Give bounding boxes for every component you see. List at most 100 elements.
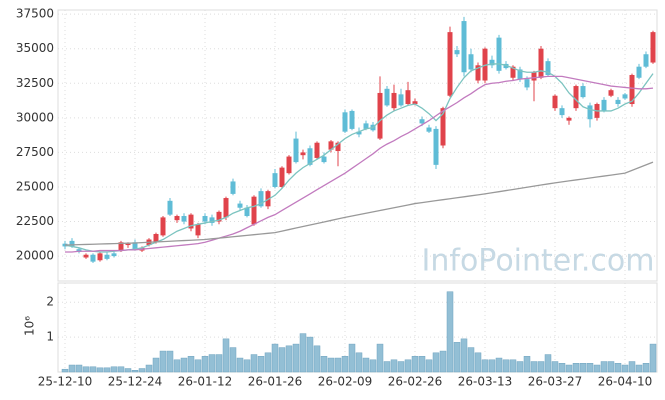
- candle-body: [552, 95, 558, 109]
- y-tick-label: 32500: [16, 76, 54, 90]
- volume-bar: [194, 359, 202, 373]
- candle-body: [188, 214, 194, 229]
- candle-body: [279, 167, 285, 187]
- y-tick-label: 20000: [16, 249, 54, 263]
- candle-body: [118, 242, 124, 251]
- candle-body: [153, 233, 159, 243]
- y-tick-label: 27500: [16, 145, 54, 159]
- volume-bar: [544, 354, 552, 373]
- candle-body: [419, 119, 425, 124]
- volume-bar: [208, 354, 216, 373]
- x-tick-label: 26-01-12: [178, 375, 232, 389]
- candle-body: [615, 99, 621, 105]
- volume-bar: [355, 352, 363, 373]
- volume-bar: [166, 350, 174, 373]
- volume-bar: [159, 350, 167, 373]
- volume-bar: [614, 363, 622, 373]
- candle-body: [97, 253, 103, 261]
- candle-body: [174, 216, 180, 221]
- x-tick-label: 26-01-26: [248, 375, 302, 389]
- volume-bar: [201, 356, 209, 373]
- candle-body: [384, 88, 390, 106]
- volume-bar: [565, 364, 573, 373]
- volume-bar: [376, 343, 384, 373]
- moving-average-line: [64, 161, 654, 246]
- volume-bar: [348, 343, 356, 373]
- candle-body: [132, 242, 138, 250]
- y-tick-label: 25000: [16, 179, 54, 193]
- volume-bar: [334, 357, 342, 373]
- volume-bar: [173, 359, 181, 373]
- candle-body: [587, 105, 593, 120]
- candle-body: [531, 72, 537, 81]
- volume-bar: [460, 338, 468, 373]
- candle-body: [223, 198, 229, 218]
- candle-body: [195, 224, 201, 236]
- volume-bar: [117, 366, 125, 373]
- candle-body: [622, 94, 628, 99]
- candle-body: [328, 141, 334, 150]
- candle-body: [335, 142, 341, 152]
- volume-bar: [327, 357, 335, 373]
- candle-body: [356, 131, 362, 135]
- volume-bar: [82, 366, 90, 373]
- volume-bar: [187, 356, 195, 373]
- x-tick-label: 26-03-13: [458, 375, 512, 389]
- volume-bar: [75, 364, 83, 373]
- candle-body: [468, 54, 474, 70]
- volume-bar: [103, 367, 111, 373]
- volume-bar: [250, 354, 258, 373]
- volume-bar: [257, 356, 265, 373]
- x-tick-label: 26-02-09: [318, 375, 372, 389]
- volume-bar: [607, 361, 615, 373]
- candle-body: [363, 123, 369, 129]
- volume-bar: [89, 366, 97, 373]
- x-tick-label: 26-02-26: [388, 375, 442, 389]
- candle-body: [125, 243, 131, 246]
- candle-body: [104, 254, 110, 259]
- candle-body: [342, 112, 348, 132]
- candle-body: [629, 74, 635, 105]
- candle-body: [160, 217, 166, 236]
- volume-bar: [649, 343, 657, 373]
- candle-body: [377, 92, 383, 139]
- candle-body: [475, 65, 481, 81]
- candle-body: [251, 196, 257, 225]
- candle-body: [83, 254, 89, 258]
- volume-bar: [621, 364, 629, 373]
- candle-body: [545, 61, 551, 75]
- candle-body: [69, 240, 75, 247]
- candle-body: [216, 211, 222, 222]
- x-tick-label: 25-12-10: [38, 375, 92, 389]
- volume-bar: [341, 356, 349, 373]
- y-axis-label: 10⁶: [23, 316, 37, 336]
- candle-body: [608, 90, 614, 96]
- candle-body: [300, 152, 306, 156]
- volume-bar: [516, 361, 524, 373]
- volume-bar: [362, 357, 370, 373]
- volume-bar: [299, 333, 307, 373]
- candle-body: [405, 90, 411, 105]
- volume-bar: [61, 368, 69, 373]
- candle-body: [426, 127, 432, 132]
- volume-bar: [523, 356, 531, 373]
- candle-body: [90, 254, 96, 262]
- candle-body: [559, 108, 565, 116]
- candle-body: [524, 79, 530, 88]
- volume-bar: [586, 363, 594, 373]
- volume-bar: [509, 359, 517, 373]
- candle-body: [314, 142, 320, 158]
- volume-bar: [474, 352, 482, 373]
- candle-body: [461, 21, 467, 73]
- candle-body: [412, 101, 418, 105]
- volume-bar: [131, 370, 139, 373]
- volume-bar: [635, 364, 643, 373]
- candle-body: [398, 94, 404, 106]
- volume-bar: [306, 336, 314, 373]
- candle-body: [349, 110, 355, 129]
- volume-bar: [418, 356, 426, 373]
- candle-body: [510, 66, 516, 78]
- candle-body: [111, 253, 117, 257]
- volume-bar: [593, 364, 601, 373]
- candle-body: [209, 217, 215, 223]
